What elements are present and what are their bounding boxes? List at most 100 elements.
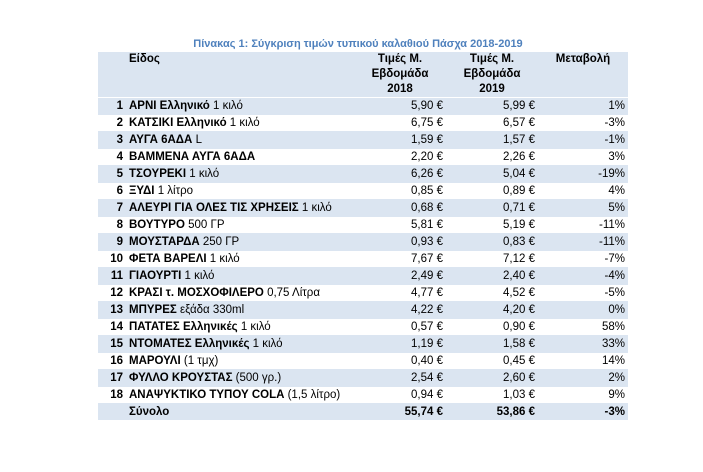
item-quantity: 250 ΓΡ (199, 235, 240, 248)
row-number: 4 (98, 148, 126, 166)
item-name: ΤΣΟΥΡΕΚΙ (129, 167, 187, 180)
row-item: ΑΡΝΙ Ελληνικό 1 κιλό (126, 97, 354, 115)
row-item: ΑΛΕΥΡΙ ΓΙΑ ΟΛΕΣ ΤΙΣ ΧΡΗΣΕΙΣ 1 κιλό (126, 199, 354, 217)
table-row: 4 ΒΑΜΜΕΝΑ ΑΥΓΑ 6ΑΔΑ 2,20 €2,26 €3% (98, 148, 628, 166)
total-price-2019: 53,86 € (446, 403, 538, 421)
price-2019: 5,04 € (446, 165, 538, 183)
price-2018: 0,85 € (354, 182, 446, 200)
item-quantity: L (192, 133, 202, 146)
price-2018: 0,93 € (354, 233, 446, 251)
row-number: 11 (98, 267, 126, 285)
price-2018: 7,67 € (354, 250, 446, 268)
price-2019: 1,03 € (446, 386, 538, 404)
item-quantity: εξάδα 330ml (176, 303, 245, 316)
table-row: 2 ΚΑΤΣΙΚΙ Ελληνικό 1 κιλό 6,75 €6,57 € -3% (98, 114, 628, 132)
header-change: Μεταβολή (538, 52, 628, 98)
item-quantity: 1 κιλό (186, 167, 220, 180)
total-price-2018: 55,74 € (354, 403, 446, 421)
price-change: -4% (538, 267, 628, 285)
total-number-cell (98, 403, 126, 421)
header-price-2019-line3: 2019 (479, 83, 505, 95)
item-name: ΚΑΤΣΙΚΙ Ελληνικό (129, 116, 227, 129)
header-number (98, 52, 126, 98)
item-name: ΞΥΔΙ (129, 184, 155, 197)
row-item: ΤΣΟΥΡΕΚΙ 1 κιλό (126, 165, 354, 183)
row-number: 6 (98, 182, 126, 200)
item-quantity: (1 τμχ) (180, 354, 219, 367)
price-change: -3% (538, 114, 628, 132)
table-row: 6 ΞΥΔΙ 1 λίτρο 0,85 €0,89 €4% (98, 182, 628, 200)
price-2018: 5,90 € (354, 97, 446, 115)
table-row: 17 ΦΥΛΛΟ ΚΡΟΥΣΤΑΣ (500 γρ.) 2,54 €2,60 €2% (98, 369, 628, 387)
header-price-2019: Τιμές Μ. Εβδομάδα 2019 (446, 52, 538, 98)
row-number: 18 (98, 386, 126, 404)
price-2019: 4,20 € (446, 301, 538, 319)
table-caption: Πίνακας 1: Σύγκριση τιμών τυπικού καλαθι… (193, 38, 523, 50)
header-price-2019-line2: Εβδομάδα (463, 68, 521, 80)
row-item: ΜΟΥΣΤΑΡΔΑ 250 ΓΡ (126, 233, 354, 251)
price-2019: 0,89 € (446, 182, 538, 200)
total-row: Σύνολο 55,74 € 53,86 € -3% (98, 403, 628, 421)
price-2018: 2,54 € (354, 369, 446, 387)
row-item: ΜΠΥΡΕΣ εξάδα 330ml (126, 301, 354, 319)
price-2019: 5,19 € (446, 216, 538, 234)
item-quantity: 500 ΓΡ (184, 218, 225, 231)
price-2018: 0,68 € (354, 199, 446, 217)
row-number: 12 (98, 284, 126, 302)
table-row: 11 ΓΙΑΟΥΡΤΙ 1 κιλό 2,49 €2,40 € -4% (98, 267, 628, 285)
price-change: 14% (538, 352, 628, 370)
item-quantity: 1 κιλό (237, 320, 271, 333)
price-change: -11% (538, 233, 628, 251)
table-row: 16 ΜΑΡΟΥΛΙ (1 τμχ) 0,40 €0,45 €14% (98, 352, 628, 370)
item-name: ΜΑΡΟΥΛΙ (129, 354, 181, 367)
price-2019: 0,83 € (446, 233, 538, 251)
row-number: 7 (98, 199, 126, 217)
item-name: ΑΥΓΑ 6ΑΔΑ (129, 133, 193, 146)
row-item: ΓΙΑΟΥΡΤΙ 1 κιλό (126, 267, 354, 285)
price-change: -1% (538, 131, 628, 149)
table-row: 5 ΤΣΟΥΡΕΚΙ 1 κιλό 6,26 €5,04 € -19% (98, 165, 628, 183)
row-item: ΞΥΔΙ 1 λίτρο (126, 182, 354, 200)
price-2018: 1,59 € (354, 131, 446, 149)
price-change: -5% (538, 284, 628, 302)
header-price-2018-line1: Τιμές Μ. (377, 53, 423, 65)
item-quantity: 1 λίτρο (154, 184, 194, 197)
item-quantity: 1 κιλό (298, 201, 332, 214)
price-change: -11% (538, 216, 628, 234)
price-2019: 2,40 € (446, 267, 538, 285)
item-name: ΓΙΑΟΥΡΤΙ (129, 269, 182, 282)
row-number: 13 (98, 301, 126, 319)
table-header-row: Είδος Τιμές Μ. Εβδομάδα 2018 Τιμές Μ. Εβ… (98, 52, 628, 98)
row-item: ΜΑΡΟΥΛΙ (1 τμχ) (126, 352, 354, 370)
price-change: -19% (538, 165, 628, 183)
item-name: ΚΡΑΣΙ τ. ΜΟΣΧΟΦΙΛΕΡΟ (129, 286, 264, 299)
row-number: 17 (98, 369, 126, 387)
row-number: 14 (98, 318, 126, 336)
price-change: 58% (538, 318, 628, 336)
row-item: ΑΝΑΨΥΚΤΙΚΟ ΤΥΠΟΥ COLA (1,5 λίτρο) (126, 386, 354, 404)
item-quantity: 1 κιλό (209, 99, 243, 112)
price-change: 5% (538, 199, 628, 217)
price-2018: 4,22 € (354, 301, 446, 319)
item-quantity: 1 κιλό (206, 252, 240, 265)
total-change: -3% (538, 403, 628, 421)
price-2018: 6,26 € (354, 165, 446, 183)
table-row: 1 ΑΡΝΙ Ελληνικό 1 κιλό 5,90 €5,99 €1% (98, 97, 628, 115)
table-row: 18 ΑΝΑΨΥΚΤΙΚΟ ΤΥΠΟΥ COLA (1,5 λίτρο) 0,94 … (98, 386, 628, 404)
item-name: ΝΤΟΜΑΤΕΣ Ελληνικές (129, 337, 250, 350)
row-item: ΝΤΟΜΑΤΕΣ Ελληνικές 1 κιλό (126, 335, 354, 353)
item-name: ΜΟΥΣΤΑΡΔΑ (129, 235, 200, 248)
row-number: 10 (98, 250, 126, 268)
item-quantity: 1 κιλό (249, 337, 283, 350)
table-row: 7 ΑΛΕΥΡΙ ΓΙΑ ΟΛΕΣ ΤΙΣ ΧΡΗΣΕΙΣ 1 κιλό 0,68 … (98, 199, 628, 217)
item-quantity: 1 κιλό (181, 269, 215, 282)
item-name: ΑΝΑΨΥΚΤΙΚΟ ΤΥΠΟΥ COLA (129, 388, 285, 401)
item-quantity: (1,5 λίτρο) (284, 388, 341, 401)
price-2018: 0,94 € (354, 386, 446, 404)
header-price-2018-line2: Εβδομάδα (371, 68, 429, 80)
item-name: ΦΥΛΛΟ ΚΡΟΥΣΤΑΣ (129, 371, 233, 384)
price-2019: 0,71 € (446, 199, 538, 217)
header-price-2018-line3: 2018 (387, 83, 413, 95)
item-name: ΦΕΤΑ ΒΑΡΕΛΙ (129, 252, 207, 265)
price-2018: 0,40 € (354, 352, 446, 370)
